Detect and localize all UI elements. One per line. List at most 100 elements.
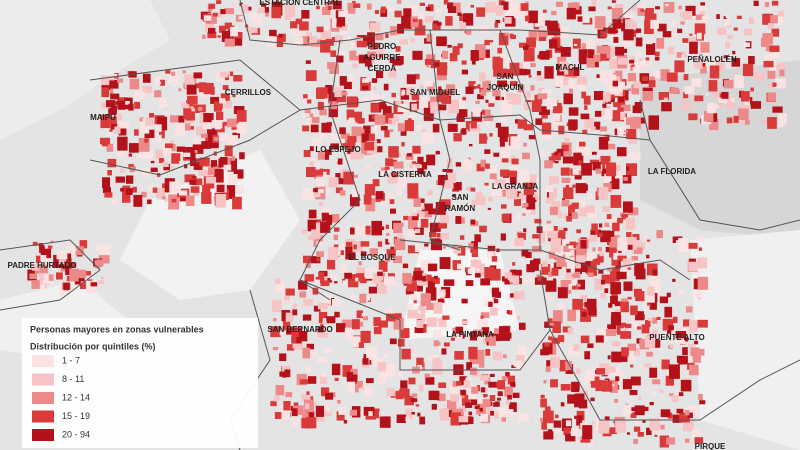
block	[694, 23, 706, 35]
block	[652, 339, 661, 348]
block	[558, 230, 566, 240]
block	[644, 335, 656, 348]
block	[491, 256, 498, 262]
block	[222, 85, 229, 90]
block	[429, 232, 437, 238]
block	[579, 141, 586, 147]
block	[614, 399, 619, 403]
block	[540, 398, 547, 408]
block	[580, 113, 590, 120]
block	[558, 125, 565, 135]
block	[86, 280, 97, 293]
block	[461, 320, 468, 325]
block	[372, 179, 380, 187]
block	[470, 219, 476, 225]
block	[360, 241, 370, 247]
block	[527, 118, 533, 125]
block	[292, 405, 304, 415]
block	[609, 231, 615, 237]
block	[47, 245, 53, 249]
block	[581, 163, 592, 176]
block	[523, 62, 529, 69]
block	[748, 17, 754, 25]
block	[681, 54, 685, 59]
block	[362, 78, 370, 83]
block	[534, 277, 546, 285]
block	[291, 408, 298, 417]
block	[600, 155, 611, 169]
block	[409, 163, 414, 168]
block	[601, 279, 605, 285]
block	[519, 313, 523, 317]
block	[649, 367, 658, 378]
block	[575, 255, 586, 263]
block	[382, 104, 392, 115]
block	[463, 158, 470, 166]
block	[459, 406, 467, 412]
block	[317, 151, 325, 160]
block	[448, 99, 459, 114]
block	[678, 392, 684, 397]
block	[465, 402, 473, 408]
legend-swatch	[32, 373, 54, 386]
block	[572, 273, 576, 278]
block	[411, 103, 418, 111]
block	[690, 347, 700, 356]
block	[510, 81, 518, 86]
block	[548, 187, 557, 199]
block	[376, 139, 381, 144]
block	[497, 391, 503, 396]
block	[599, 134, 604, 139]
block	[202, 122, 212, 130]
block	[510, 155, 516, 161]
block	[471, 241, 478, 249]
block	[470, 187, 476, 192]
block	[629, 390, 638, 396]
block	[665, 375, 674, 386]
block	[550, 356, 560, 368]
block	[375, 33, 384, 41]
block	[508, 402, 517, 412]
block	[231, 156, 235, 161]
block	[672, 414, 683, 423]
block	[528, 135, 536, 140]
block	[106, 143, 114, 152]
block	[309, 146, 314, 152]
block	[660, 424, 665, 430]
block	[150, 160, 155, 164]
block	[389, 129, 394, 132]
block	[480, 315, 484, 319]
block	[565, 68, 574, 77]
block	[641, 76, 649, 81]
block	[109, 116, 117, 124]
block	[512, 392, 520, 398]
block	[508, 0, 515, 4]
block	[481, 397, 485, 401]
commune-label: PEÑALOLÉN	[687, 55, 737, 64]
block	[485, 163, 490, 169]
block	[438, 86, 442, 91]
block	[395, 56, 404, 65]
block	[507, 395, 512, 400]
block	[595, 380, 606, 392]
legend-swatch	[32, 355, 54, 367]
block	[325, 316, 336, 324]
block	[581, 91, 587, 99]
block	[489, 133, 493, 137]
block	[479, 407, 483, 412]
block	[202, 34, 206, 39]
block	[530, 209, 536, 215]
block	[607, 267, 613, 272]
block	[646, 43, 656, 55]
block	[528, 10, 538, 24]
block	[336, 411, 345, 421]
block	[566, 274, 575, 286]
block	[582, 16, 590, 23]
block	[358, 128, 365, 134]
block	[476, 268, 480, 272]
block	[476, 163, 485, 172]
block	[571, 212, 578, 219]
block	[386, 233, 390, 236]
block	[367, 32, 375, 43]
block	[325, 277, 333, 283]
